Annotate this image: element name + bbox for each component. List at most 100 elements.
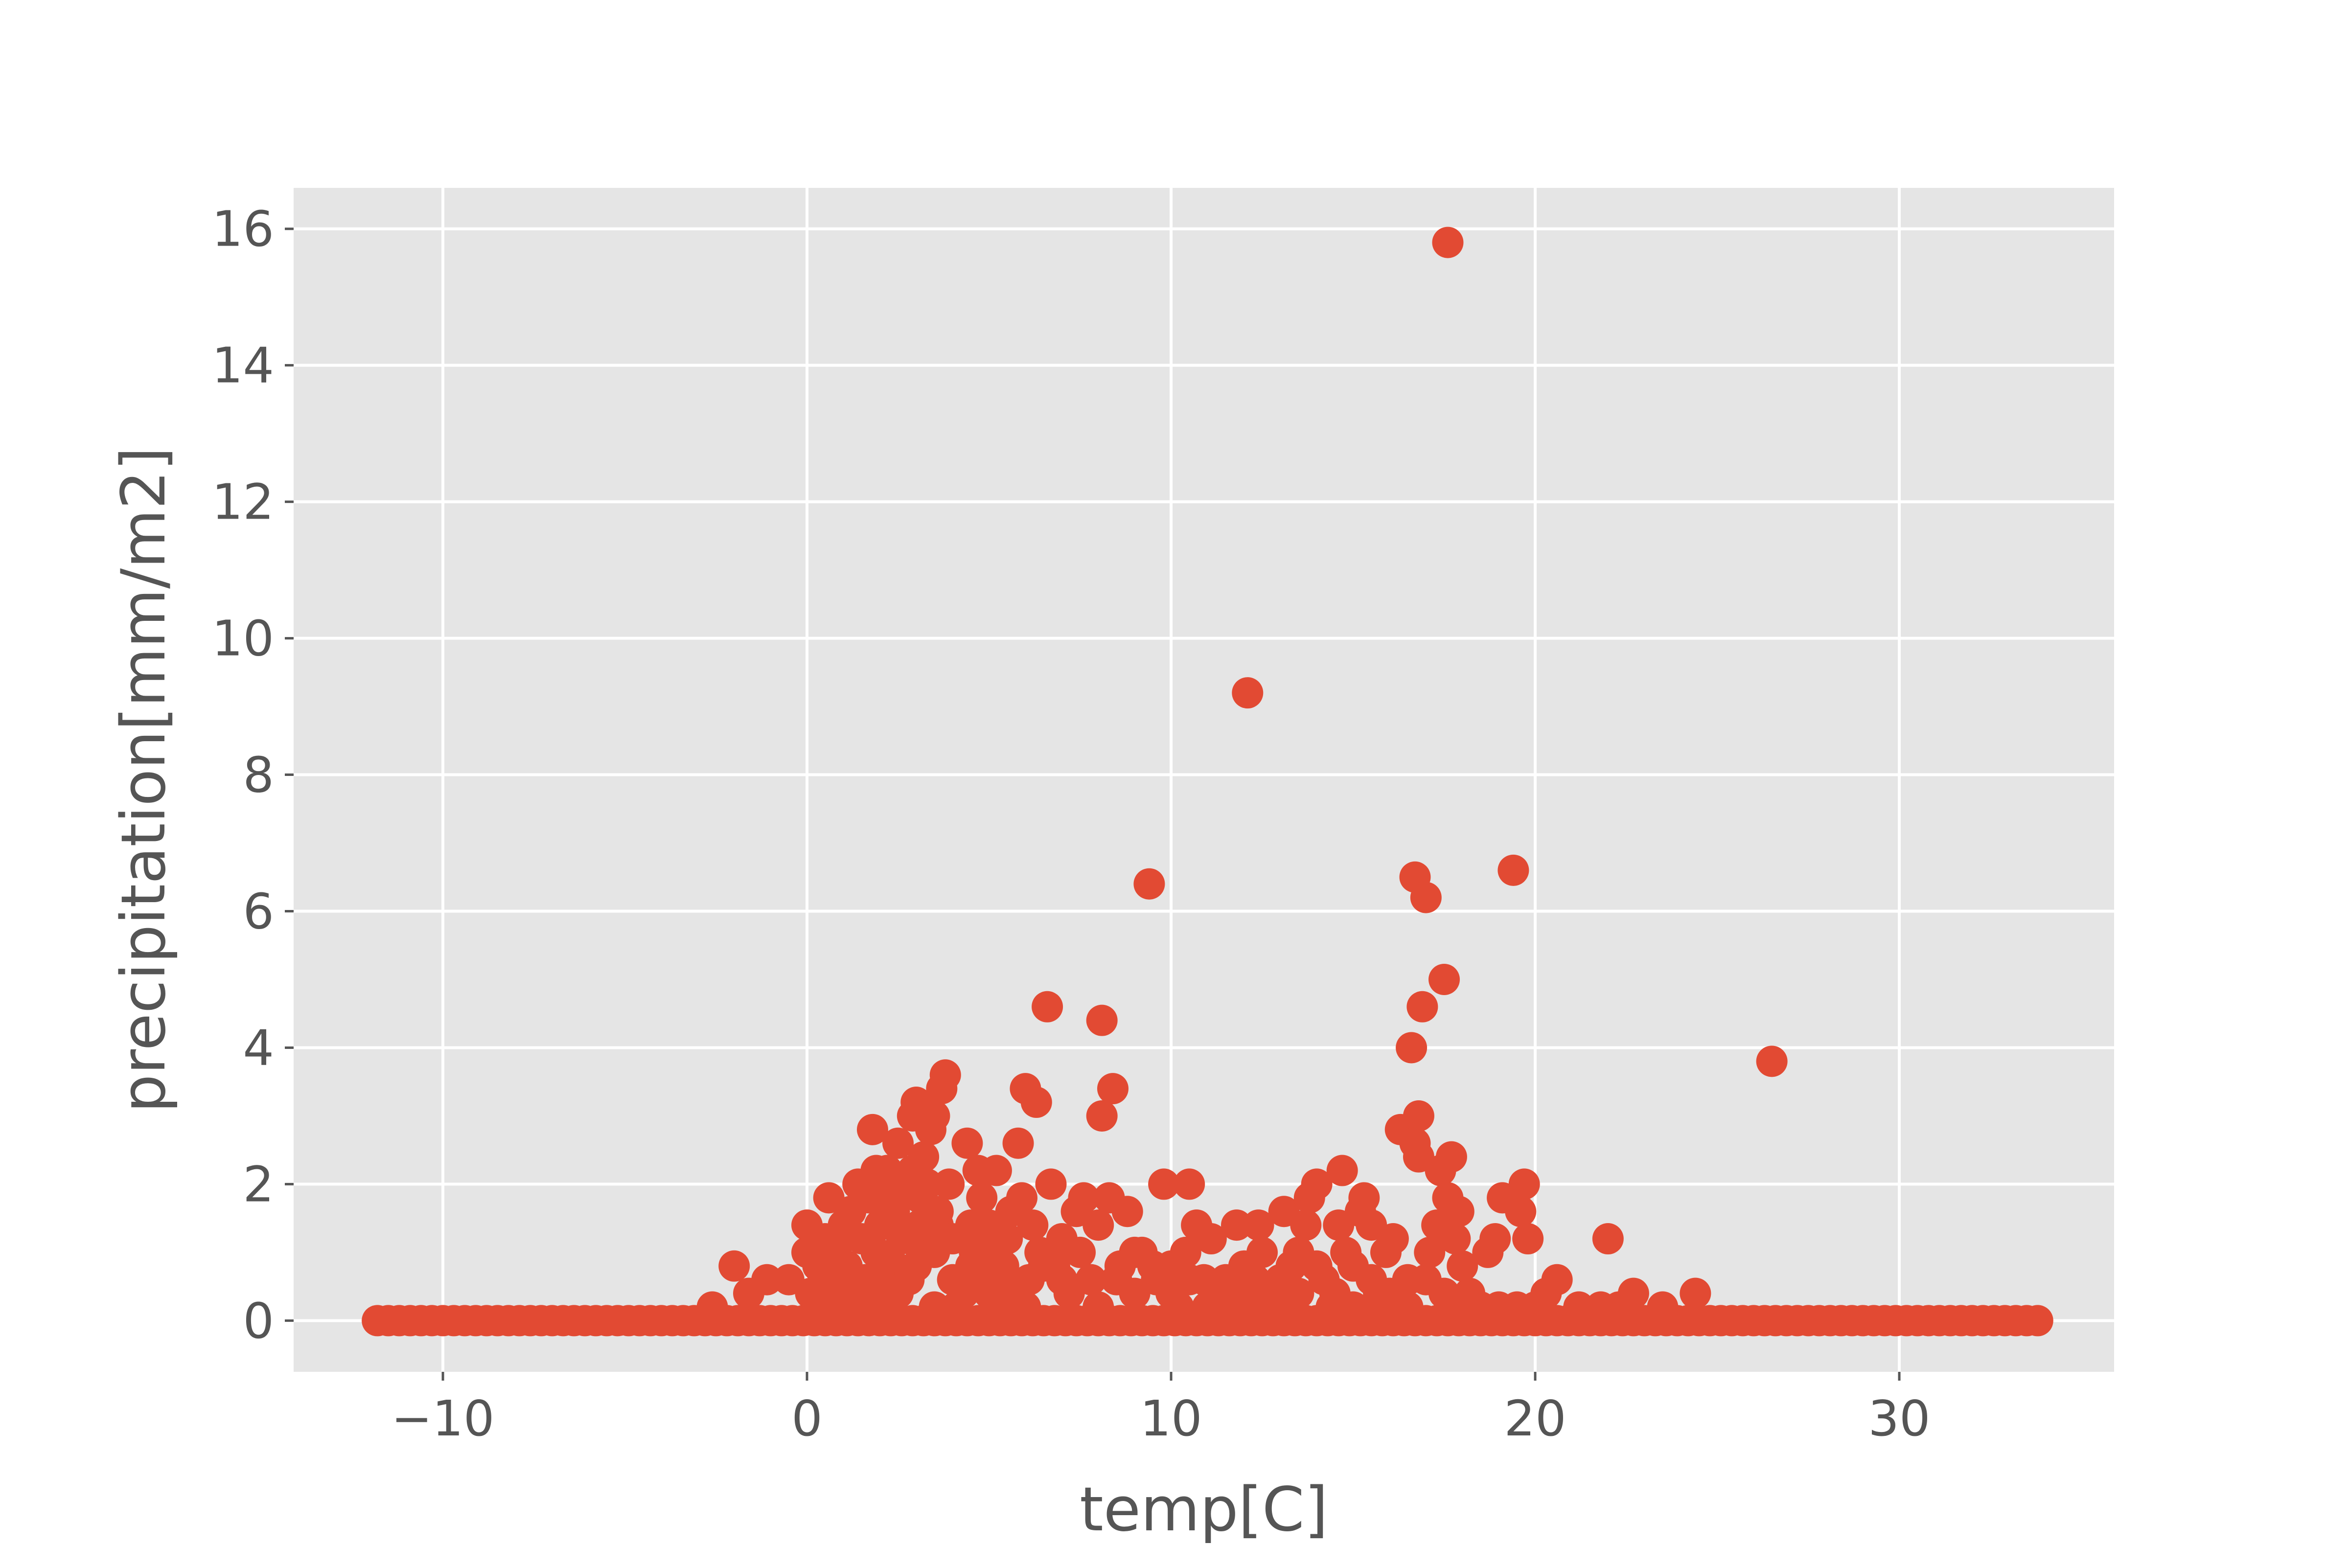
data-point: [966, 1182, 998, 1214]
x-tick-label: 10: [1140, 1390, 1202, 1447]
y-tick-label: 12: [212, 474, 274, 531]
data-point: [1443, 1196, 1474, 1227]
data-point: [1111, 1196, 1143, 1227]
data-point: [1101, 1264, 1132, 1295]
data-point: [1541, 1264, 1573, 1295]
y-tick-label: 14: [212, 337, 274, 394]
data-point: [1392, 1291, 1424, 1323]
data-point: [1133, 868, 1165, 900]
data-point: [1010, 1291, 1041, 1323]
data-point: [1064, 1236, 1096, 1268]
y-tick-label: 0: [243, 1292, 274, 1349]
data-point: [1174, 1168, 1205, 1200]
data-point: [1035, 1168, 1067, 1200]
data-point: [1647, 1291, 1679, 1323]
data-point: [1170, 1236, 1201, 1268]
x-tick-label: −10: [392, 1390, 495, 1447]
data-point: [1508, 1168, 1540, 1200]
data-point: [1097, 1073, 1128, 1105]
data-point: [900, 1250, 932, 1282]
data-point: [1447, 1250, 1478, 1282]
y-tick-label: 2: [243, 1156, 274, 1213]
data-point: [1301, 1250, 1333, 1282]
data-point: [991, 1223, 1023, 1255]
data-point: [1221, 1209, 1252, 1241]
data-point: [718, 1250, 750, 1282]
data-point: [904, 1209, 936, 1241]
data-point: [962, 1155, 994, 1186]
data-point: [1432, 227, 1464, 258]
y-axis-label: precipitation[mm/m2]: [109, 447, 179, 1113]
data-point: [1032, 991, 1063, 1023]
data-point: [751, 1264, 783, 1295]
axis-ticks: −10 0 10 20 30 0 2 4 6 8 10 12 14 16: [212, 201, 1931, 1447]
data-point: [1020, 1087, 1052, 1118]
data-point: [1337, 1291, 1369, 1323]
data-point: [1428, 963, 1460, 995]
y-tick-label: 8: [243, 747, 274, 804]
data-point: [1195, 1223, 1227, 1255]
data-point: [1377, 1223, 1409, 1255]
y-tick-label: 10: [212, 610, 274, 667]
y-tick-label: 16: [212, 201, 274, 258]
data-point: [696, 1291, 728, 1323]
y-tick-label: 6: [243, 883, 274, 940]
data-point: [882, 1277, 914, 1309]
data-point: [1283, 1277, 1314, 1309]
data-point: [1406, 991, 1438, 1023]
data-point: [1414, 1236, 1446, 1268]
data-point: [1326, 1155, 1358, 1186]
data-point: [1403, 1100, 1434, 1132]
data-point: [919, 1291, 950, 1323]
data-point: [1410, 882, 1442, 913]
data-point: [1174, 1264, 1205, 1295]
data-point: [1075, 1264, 1107, 1295]
data-point: [882, 1127, 914, 1159]
data-point: [1680, 1277, 1711, 1309]
data-point: [846, 1291, 877, 1323]
plot-area: [294, 188, 2114, 1372]
data-point: [1505, 1196, 1537, 1227]
data-point: [929, 1059, 961, 1091]
y-tick-label: 4: [243, 1019, 274, 1076]
data-point: [856, 1114, 888, 1145]
data-point: [1301, 1168, 1333, 1200]
data-point: [871, 1182, 903, 1214]
data-point: [1006, 1182, 1037, 1214]
data-point: [933, 1168, 965, 1200]
data-point: [1137, 1250, 1169, 1282]
data-point: [1497, 854, 1529, 886]
data-point: [1086, 1004, 1118, 1036]
x-axis-label: temp[C]: [1080, 1475, 1328, 1545]
data-point: [1439, 1223, 1471, 1255]
data-point: [955, 1250, 987, 1282]
data-point: [951, 1127, 983, 1159]
data-point: [1243, 1209, 1274, 1241]
data-point: [1148, 1168, 1180, 1200]
data-point: [1512, 1223, 1544, 1255]
data-point: [1617, 1277, 1649, 1309]
data-point: [1232, 677, 1264, 709]
x-tick-label: 30: [1868, 1390, 1930, 1447]
data-point: [991, 1264, 1023, 1295]
data-point: [1435, 1141, 1467, 1173]
data-point: [955, 1209, 987, 1241]
data-points: [362, 227, 2053, 1337]
x-tick-label: 20: [1504, 1390, 1566, 1447]
data-point: [1002, 1127, 1034, 1159]
data-point: [1348, 1182, 1380, 1214]
data-point: [860, 1155, 892, 1186]
data-point: [919, 1100, 950, 1132]
gridlines: [294, 188, 2114, 1372]
data-point: [1479, 1223, 1511, 1255]
data-point: [1246, 1236, 1278, 1268]
data-point: [1017, 1209, 1049, 1241]
data-point: [1082, 1291, 1114, 1323]
x-tick-label: 0: [791, 1390, 823, 1447]
data-point: [1563, 1291, 1595, 1323]
data-point: [1082, 1209, 1114, 1241]
data-point: [1592, 1223, 1624, 1255]
data-point: [2022, 1305, 2053, 1337]
data-point: [1192, 1291, 1223, 1323]
